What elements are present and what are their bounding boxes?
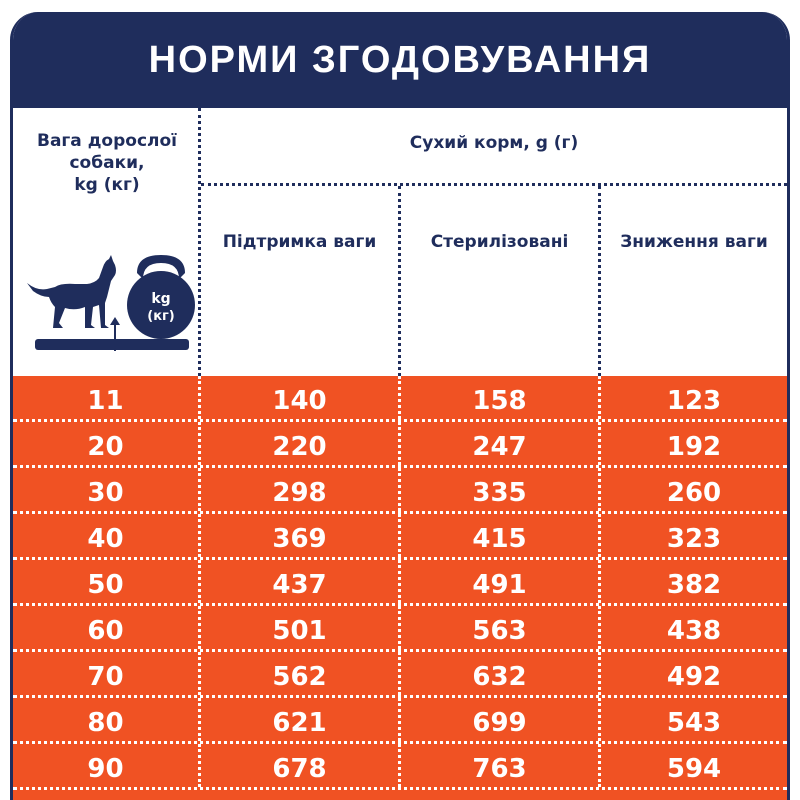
maintenance-cell: 220 xyxy=(201,422,401,465)
table-row: 20 220 247 192 xyxy=(13,422,787,468)
weight-cell: 50 xyxy=(13,560,201,603)
weight-loss-cell: 438 xyxy=(666,615,722,646)
maintenance-column-header: Підтримка ваги xyxy=(201,186,401,376)
scale-platform-icon xyxy=(35,317,189,351)
feeding-chart-card: НОРМИ ЗГОДОВУВАННЯ Вага дорослої собаки,… xyxy=(10,12,790,800)
weight-loss-cell: 382 xyxy=(666,569,722,600)
weight-label-line1: Вага дорослої xyxy=(37,131,177,151)
weight-cell: 11 xyxy=(13,376,201,419)
table-row: 11 140 158 123 xyxy=(13,376,787,422)
sterilized-cell: 415 xyxy=(401,514,601,557)
maintenance-cell: 678 xyxy=(201,744,401,787)
sterilized-cell: 563 xyxy=(401,606,601,649)
weight-column-header: Вага дорослої собаки, kg (кг) kg (кг) xyxy=(13,108,201,376)
maintenance-cell: 562 xyxy=(201,652,401,695)
table-row: 70 562 632 492 xyxy=(13,652,787,698)
sterilized-cell: 763 xyxy=(401,744,601,787)
table-row: 80 621 699 543 xyxy=(13,698,787,744)
weight-loss-cell: 323 xyxy=(666,523,722,554)
dry-food-subcolumns: Підтримка ваги Стерилізовані Зниження ва… xyxy=(201,186,787,376)
sterilized-cell: 335 xyxy=(401,468,601,511)
table-row: 90 678 763 594 xyxy=(13,744,787,790)
weight-label-line2: собаки, xyxy=(69,153,145,173)
table-header: Вага дорослої собаки, kg (кг) kg (кг) xyxy=(13,108,787,376)
weight-loss-cell: 492 xyxy=(666,661,722,692)
weight-cell: 40 xyxy=(13,514,201,557)
sterilized-cell: 699 xyxy=(401,698,601,741)
weight-cell: 60 xyxy=(13,606,201,649)
sterilized-label: Стерилізовані xyxy=(430,232,569,252)
table-row: 30 298 335 260 xyxy=(13,468,787,514)
dog-icon xyxy=(27,255,116,328)
sterilized-cell: 158 xyxy=(401,376,601,419)
weight-cell: 70 xyxy=(13,652,201,695)
weight-loss-column-header: Зниження ваги xyxy=(601,186,787,376)
weight-cell: 30 xyxy=(13,468,201,511)
table-row: 40 369 415 323 xyxy=(13,514,787,560)
dry-food-label: Сухий корм, g (г) xyxy=(409,132,579,153)
weight-cell: 20 xyxy=(13,422,201,465)
weight-loss-label: Зниження ваги xyxy=(620,232,768,252)
weight-cell: 80 xyxy=(13,698,201,741)
maintenance-cell: 501 xyxy=(201,606,401,649)
maintenance-cell: 140 xyxy=(201,376,401,419)
dry-food-header: Сухий корм, g (г) xyxy=(201,108,787,186)
weight-label: Вага дорослої собаки, kg (кг) xyxy=(19,130,195,196)
sterilized-cell: 247 xyxy=(401,422,601,465)
kettlebell-icon: kg (кг) xyxy=(127,255,195,339)
table-row: 50 437 491 382 xyxy=(13,560,787,606)
weight-cell: 90 xyxy=(13,744,201,787)
maintenance-label: Підтримка ваги xyxy=(222,232,377,252)
maintenance-cell: 621 xyxy=(201,698,401,741)
kettlebell-label-units: (кг) xyxy=(147,309,175,324)
weight-loss-cell: 123 xyxy=(666,385,722,416)
title-bar: НОРМИ ЗГОДОВУВАННЯ xyxy=(13,12,787,108)
table-body: 11 140 158 123 20 220 247 192 30 298 335… xyxy=(13,376,787,800)
table-row: 60 501 563 438 xyxy=(13,606,787,652)
maintenance-cell: 298 xyxy=(201,468,401,511)
sterilized-cell: 632 xyxy=(401,652,601,695)
kettlebell-label-kg: kg xyxy=(151,291,170,307)
weight-loss-cell: 543 xyxy=(666,707,722,738)
weight-loss-cell: 260 xyxy=(666,477,722,508)
dog-on-scale-illustration: kg (кг) xyxy=(27,255,195,351)
maintenance-cell: 437 xyxy=(201,560,401,603)
weight-loss-cell: 594 xyxy=(666,753,722,784)
weight-label-line3: kg (кг) xyxy=(74,175,140,195)
weight-loss-cell: 192 xyxy=(666,431,722,462)
sterilized-column-header: Стерилізовані xyxy=(401,186,601,376)
maintenance-cell: 369 xyxy=(201,514,401,557)
sterilized-cell: 491 xyxy=(401,560,601,603)
page-title: НОРМИ ЗГОДОВУВАННЯ xyxy=(148,38,652,81)
